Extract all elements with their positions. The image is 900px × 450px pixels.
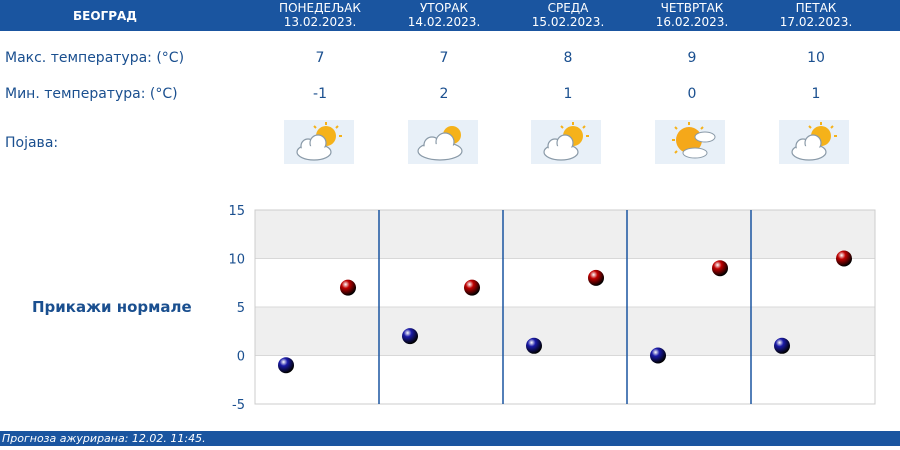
partly-cloudy-icon (531, 120, 601, 164)
day-name: ПЕТАК (795, 1, 837, 15)
max-temp-label: Макс. температура: (°C) (5, 50, 185, 66)
day-header-1: ПОНЕДЕЉАК 13.02.2023. (255, 1, 385, 29)
day-date: 13.02.2023. (283, 15, 357, 29)
chart-y-tick-label: 15 (228, 204, 245, 219)
day-header-4: ЧЕТВРТАК 16.02.2023. (627, 1, 757, 29)
min-temp-value: 2 (439, 86, 449, 102)
cloudy-sun-icon (408, 120, 478, 164)
day-date: 16.02.2023. (655, 15, 729, 29)
phenomenon-label: Појава: (5, 135, 59, 151)
chart-band (255, 258, 875, 307)
chart-y-tick-label: 5 (237, 301, 245, 316)
partly-cloudy-icon (779, 120, 849, 164)
temperature-chart: 15 10 5 0 -5 (228, 204, 876, 413)
max-temp-marker (712, 260, 728, 277)
min-temp-marker (774, 337, 790, 354)
min-temp-marker (526, 337, 542, 354)
day-header-3: СРЕДА 15.02.2023. (503, 1, 633, 29)
chart-band (255, 210, 875, 259)
max-temp-marker (464, 279, 480, 296)
day-name: ЧЕТВРТАК (660, 1, 724, 15)
day-header-2: УТОРАК 14.02.2023. (379, 1, 509, 29)
min-temp-value: 1 (811, 86, 821, 102)
chart-band (255, 307, 875, 356)
show-normals-button[interactable]: Прикажи нормале (32, 298, 192, 316)
min-temp-value: 0 (687, 86, 697, 102)
chart-y-tick-label: -5 (232, 398, 245, 413)
min-temp-marker (278, 357, 294, 374)
min-temp-value: -1 (313, 86, 327, 102)
partly-cloudy-icon (284, 120, 354, 164)
day-name: СРЕДА (547, 1, 589, 15)
chart-y-tick-label: 10 (228, 253, 245, 268)
forecast-updated-footer: Прогноза ажурирана: 12.02. 11:45. (0, 431, 900, 446)
max-temp-value: 8 (563, 50, 573, 66)
day-date: 14.02.2023. (407, 15, 481, 29)
min-temp-marker (402, 328, 418, 345)
min-temp-value: 1 (563, 86, 573, 102)
chart-y-tick-label: 0 (237, 350, 245, 365)
chart-band (255, 355, 875, 404)
day-name: УТОРАК (419, 1, 469, 15)
mostly-sunny-icon (655, 120, 725, 164)
forecast-header: БЕОГРАД ПОНЕДЕЉАК 13.02.2023. УТОРАК 14.… (0, 0, 900, 31)
min-temp-marker (650, 347, 666, 364)
max-temp-value: 10 (807, 50, 825, 66)
day-date: 17.02.2023. (779, 15, 853, 29)
max-temp-marker (588, 269, 604, 286)
max-temp-value: 7 (439, 50, 449, 66)
max-temp-value: 9 (687, 50, 697, 66)
max-temp-marker (836, 250, 852, 267)
chart-plot-border (254, 209, 876, 405)
day-header-5: ПЕТАК 17.02.2023. (751, 1, 881, 29)
max-temp-value: 7 (315, 50, 325, 66)
day-date: 15.02.2023. (531, 15, 605, 29)
day-name: ПОНЕДЕЉАК (279, 1, 361, 15)
city-name: БЕОГРАД (73, 8, 137, 23)
min-temp-label: Мин. температура: (°C) (5, 86, 178, 102)
max-temp-marker (340, 279, 356, 296)
